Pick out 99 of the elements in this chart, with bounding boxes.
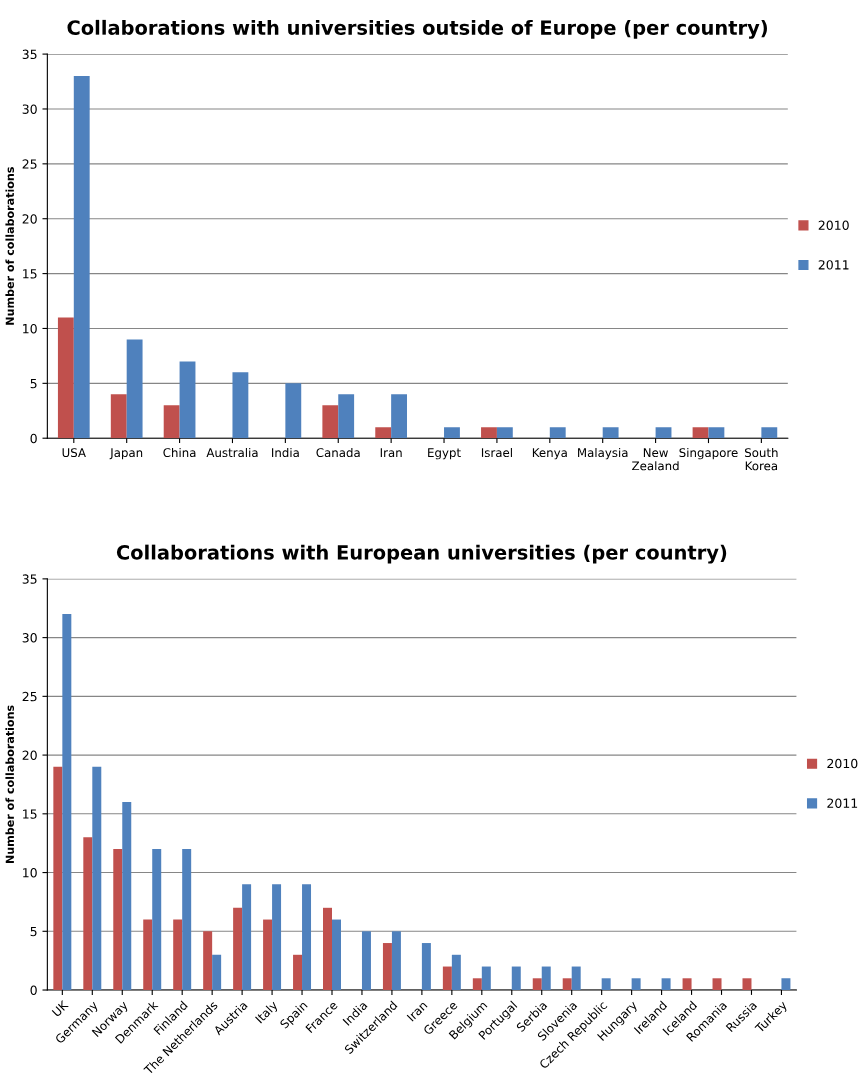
y-tick-label: 0 [30,433,37,444]
bar [781,978,791,991]
bar [472,978,482,991]
x-tick-label: Japan [109,448,143,460]
x-tick-label: Egypt [428,448,461,460]
bar [571,966,581,991]
y-axis-title: Number of collaborations [5,167,15,325]
bar [338,394,355,439]
bar [122,802,132,991]
bar [263,919,273,991]
bar [655,427,672,439]
legend-label: 2010 [827,758,858,769]
y-axis-title: Number of collaborations [5,705,15,863]
bar [152,849,162,991]
bar [272,884,282,991]
x-tick-label: Malaysia [578,447,628,460]
bar [62,614,72,991]
bar [382,943,392,991]
bar [631,978,641,991]
bar [302,884,312,991]
bar [92,766,102,991]
bar [173,919,183,991]
bar [549,427,566,439]
legend-label: 2010 [818,220,849,230]
bar [143,919,153,991]
x-tick-label: Israel [481,447,512,458]
y-tick-label: 5 [30,378,37,389]
x-tick-label: China [163,447,196,458]
bar [83,837,93,991]
x-tick-label: Canada [316,447,360,458]
bar [541,966,551,991]
y-tick-label: 35 [22,49,37,60]
bar [179,361,196,439]
bar [451,954,461,991]
bar [692,427,709,439]
bar [742,978,752,991]
bar [232,372,249,439]
bar [242,884,252,991]
bar [163,405,180,439]
y-tick-label: 15 [23,809,37,819]
bar [601,978,611,991]
x-tick-label: Australia [206,447,258,458]
bar [203,931,213,991]
y-tick-label: 30 [22,104,37,114]
legend-label: 2011 [818,260,849,270]
bar [322,405,339,439]
bar [481,966,491,991]
bar [332,919,341,991]
bar [182,849,192,991]
bar [391,931,401,991]
bar [53,766,63,991]
bar [57,317,74,439]
bar [126,339,143,439]
y-tick-label: 10 [23,323,37,334]
bar [113,849,123,991]
y-tick-label: 10 [23,868,37,878]
y-tick-label: 35 [22,574,37,584]
bar [661,978,671,991]
bar [708,427,725,439]
y-tick-label: 0 [30,985,37,995]
bar [442,966,452,991]
bar [562,978,572,991]
x-tick-label: Iran [380,448,402,458]
y-tick-label: 15 [23,269,37,279]
bar [391,394,408,439]
bar [511,966,521,991]
x-tick-label: USA [62,448,86,458]
bar [110,394,127,439]
x-tick-label: Kenya [532,448,567,460]
legend-label: 2011 [827,798,858,808]
bar [761,427,778,439]
chart-title: Collaborations with universities outside of Europe (per country) [67,19,767,39]
bar [361,931,371,991]
bar [496,427,513,439]
y-tick-label: 30 [22,633,37,643]
bar [481,427,497,439]
bar [375,427,392,439]
x-tick-label: Singapore [679,447,738,460]
y-tick-label: 25 [22,159,37,169]
bar [323,907,332,991]
y-tick-label: 5 [30,926,37,937]
bar [444,427,460,439]
bar [682,978,692,991]
bar [602,427,619,439]
bar [532,978,542,991]
bar [285,383,302,439]
y-tick-label: 20 [22,750,37,761]
bar [233,907,243,991]
bar [421,943,431,991]
y-tick-label: 25 [22,691,37,702]
bar [73,76,90,439]
bar [293,954,303,991]
bar [712,978,722,991]
y-tick-label: 20 [22,214,37,224]
bar [212,954,222,991]
x-tick-label: New Zealand [632,448,679,471]
chart-title: Collaborations with European universities (per country) [116,544,727,564]
x-tick-label: South Korea [744,447,778,471]
x-tick-label: India [272,447,299,458]
